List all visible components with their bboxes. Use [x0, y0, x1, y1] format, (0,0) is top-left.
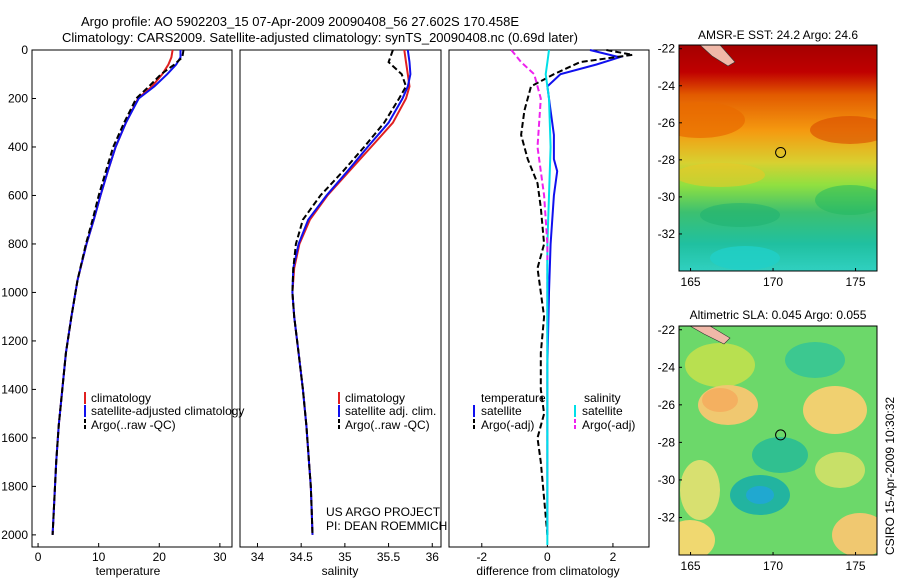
series-line	[546, 49, 624, 535]
difference-legend: temperature salinity satellite Argo(-adj…	[473, 391, 635, 432]
sst-map-panel: AMSR-E SST: 24.2 Argo: 24.6 165 170 175 -22…	[658, 28, 878, 289]
legend-label-argo: Argo(..raw -QC)	[91, 418, 176, 432]
temperature-axis-ticks: 0 10 20 30	[35, 543, 227, 564]
difference-axis-label: difference from climatology	[476, 564, 619, 578]
map-y-tick-label: -32	[658, 510, 676, 524]
x-tick-label: 0	[35, 550, 42, 564]
map-y-tick-label: -24	[658, 360, 676, 374]
sst-map-ticks: 165 170 175 -22 -24 -26 -28 -30 -32	[658, 42, 866, 289]
map-y-tick-label: -30	[658, 473, 676, 487]
sla-map-title: Altimetric SLA: 0.045 Argo: 0.055	[690, 308, 867, 322]
legend-label-satellite-adj: satellite adj. clim.	[345, 404, 436, 418]
y-tick-label: 2000	[1, 528, 28, 542]
map-x-tick-label: 165	[681, 559, 701, 573]
temperature-axis-label: temperature	[96, 564, 161, 578]
x-tick-label: 0	[544, 550, 551, 564]
map-x-tick-label: 175	[846, 275, 866, 289]
difference-axis-ticks: -2 0 2	[476, 543, 617, 564]
x-tick-label: 34	[251, 550, 265, 564]
y-tick-label: 0	[21, 43, 28, 57]
temperature-panel: 0 200 400 600 800 1000 1200 1400 1600 1800 2000 0 1…	[1, 43, 244, 578]
salinity-legend: climatology satellite adj. clim. Argo(..…	[338, 391, 436, 432]
sst-map-title: AMSR-E SST: 24.2 Argo: 24.6	[698, 28, 858, 42]
x-tick-label: 30	[213, 550, 227, 564]
salinity-profiles	[291, 49, 412, 535]
map-x-tick-label: 165	[681, 275, 701, 289]
timestamp-stamp: CSIRO 15-Apr-2009 10:30:32	[883, 397, 897, 555]
x-tick-label: 10	[92, 550, 106, 564]
map-y-tick-label: -24	[658, 79, 676, 93]
y-tick-label: 400	[8, 140, 28, 154]
legend-heading-temperature: temperature	[481, 391, 546, 405]
series-line	[51, 50, 182, 535]
salinity-axis-label: salinity	[322, 564, 359, 578]
legend-label-temp-argo: Argo(-adj)	[481, 418, 534, 432]
map-x-tick-label: 170	[763, 275, 783, 289]
sla-map-panel: Altimetric SLA: 0.045 Argo: 0.055 165 170…	[658, 308, 878, 573]
pi-credit: PI: DEAN ROEMMICH	[326, 519, 447, 533]
y-tick-label: 600	[8, 188, 28, 202]
legend-heading-salinity: salinity	[584, 391, 621, 405]
project-credit: US ARGO PROJECT	[326, 505, 441, 519]
series-line	[51, 49, 185, 535]
sla-field	[679, 326, 877, 555]
sst-field	[679, 45, 877, 271]
map-y-tick-label: -26	[658, 398, 676, 412]
figure-title-line1: Argo profile: AO 5902203_15 07-Apr-2009 …	[81, 14, 519, 29]
temperature-axes-frame	[31, 49, 233, 548]
map-y-tick-label: -28	[658, 435, 676, 449]
y-tick-label: 1200	[1, 334, 28, 348]
legend-label-climatology: climatology	[345, 391, 405, 405]
difference-panel: -2 0 2 difference from climatology tempera…	[448, 49, 650, 578]
y-tick-label: 1800	[1, 479, 28, 493]
legend-label-satellite-adjusted: satellite-adjusted climatology	[91, 404, 244, 418]
map-y-tick-label: -28	[658, 153, 676, 167]
sla-argo-location-marker	[775, 429, 787, 441]
x-tick-label: 35	[338, 550, 352, 564]
series-line	[520, 49, 633, 535]
y-tick-label: 1400	[1, 382, 28, 396]
map-y-tick-label: -30	[658, 190, 676, 204]
y-tick-label: 1600	[1, 431, 28, 445]
temperature-profiles	[51, 49, 185, 535]
salinity-panel: 34 34.5 35 35.5 36 salinity climatology sate…	[239, 49, 447, 578]
legend-label-climatology: climatology	[91, 391, 151, 405]
new-caledonia-land	[689, 326, 731, 345]
x-tick-label: 35.5	[377, 550, 401, 564]
x-tick-label: -2	[476, 550, 487, 564]
new-caledonia-land	[699, 45, 736, 67]
y-tick-label: 1000	[1, 285, 28, 299]
map-x-tick-label: 170	[763, 559, 783, 573]
sst-map-frame	[678, 44, 878, 272]
salinity-axes-frame	[239, 49, 442, 548]
x-tick-label: 36	[426, 550, 440, 564]
temperature-legend: climatology satellite-adjusted climatolo…	[84, 391, 244, 432]
legend-label-sal-satellite: satellite	[582, 404, 623, 418]
map-y-tick-label: -22	[658, 42, 676, 56]
map-x-tick-label: 175	[846, 559, 866, 573]
salinity-axis-ticks: 34 34.5 35 35.5 36	[251, 543, 439, 564]
map-y-tick-label: -32	[658, 227, 676, 241]
x-tick-label: 2	[610, 550, 617, 564]
sla-map-frame	[678, 325, 878, 556]
legend-label-argo: Argo(..raw -QC)	[345, 418, 430, 432]
y-tick-label: 200	[8, 91, 28, 105]
series-line	[51, 49, 174, 535]
series-line	[510, 49, 549, 535]
x-tick-label: 34.5	[289, 550, 313, 564]
map-y-tick-label: -22	[658, 323, 676, 337]
series-line	[291, 49, 408, 535]
legend-label-temp-satellite: satellite	[481, 404, 522, 418]
sst-argo-location-marker	[775, 146, 787, 158]
x-tick-label: 20	[153, 550, 167, 564]
difference-profiles	[510, 49, 633, 545]
map-y-tick-label: -26	[658, 116, 676, 130]
sla-map-ticks: 165 170 175 -22 -24 -26 -28 -30 -32	[658, 323, 866, 573]
figure-title-line2: Climatology: CARS2009. Satellite-adjuste…	[62, 30, 578, 45]
depth-axis-ticks: 0 200 400 600 800 1000 1200 1400 1600 1800 2000	[1, 43, 36, 542]
legend-label-sal-argo: Argo(-adj)	[582, 418, 635, 432]
y-tick-label: 800	[8, 237, 28, 251]
